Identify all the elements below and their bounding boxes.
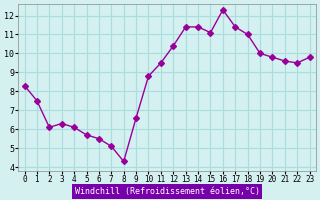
X-axis label: Windchill (Refroidissement éolien,°C): Windchill (Refroidissement éolien,°C) <box>75 187 260 196</box>
